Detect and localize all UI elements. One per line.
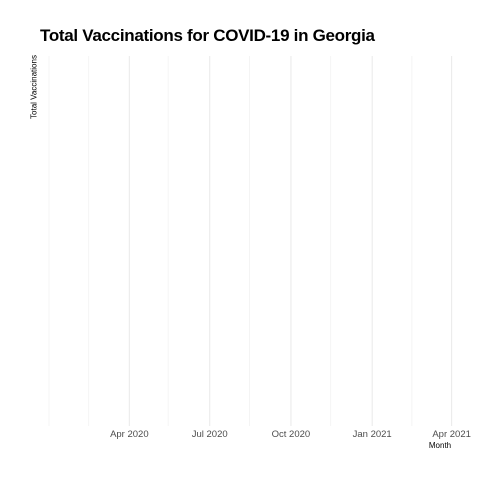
chart-title: Total Vaccinations for COVID-19 in Georg… xyxy=(40,26,375,45)
x-axis-label: Month xyxy=(428,441,452,450)
x-tick-label: Jul 2020 xyxy=(192,429,228,440)
x-tick-label: Oct 2020 xyxy=(272,429,311,440)
x-tick-label: Jan 2021 xyxy=(353,429,392,440)
x-tick-label: Apr 2020 xyxy=(110,429,149,440)
x-tick-label: Apr 2021 xyxy=(432,429,471,440)
